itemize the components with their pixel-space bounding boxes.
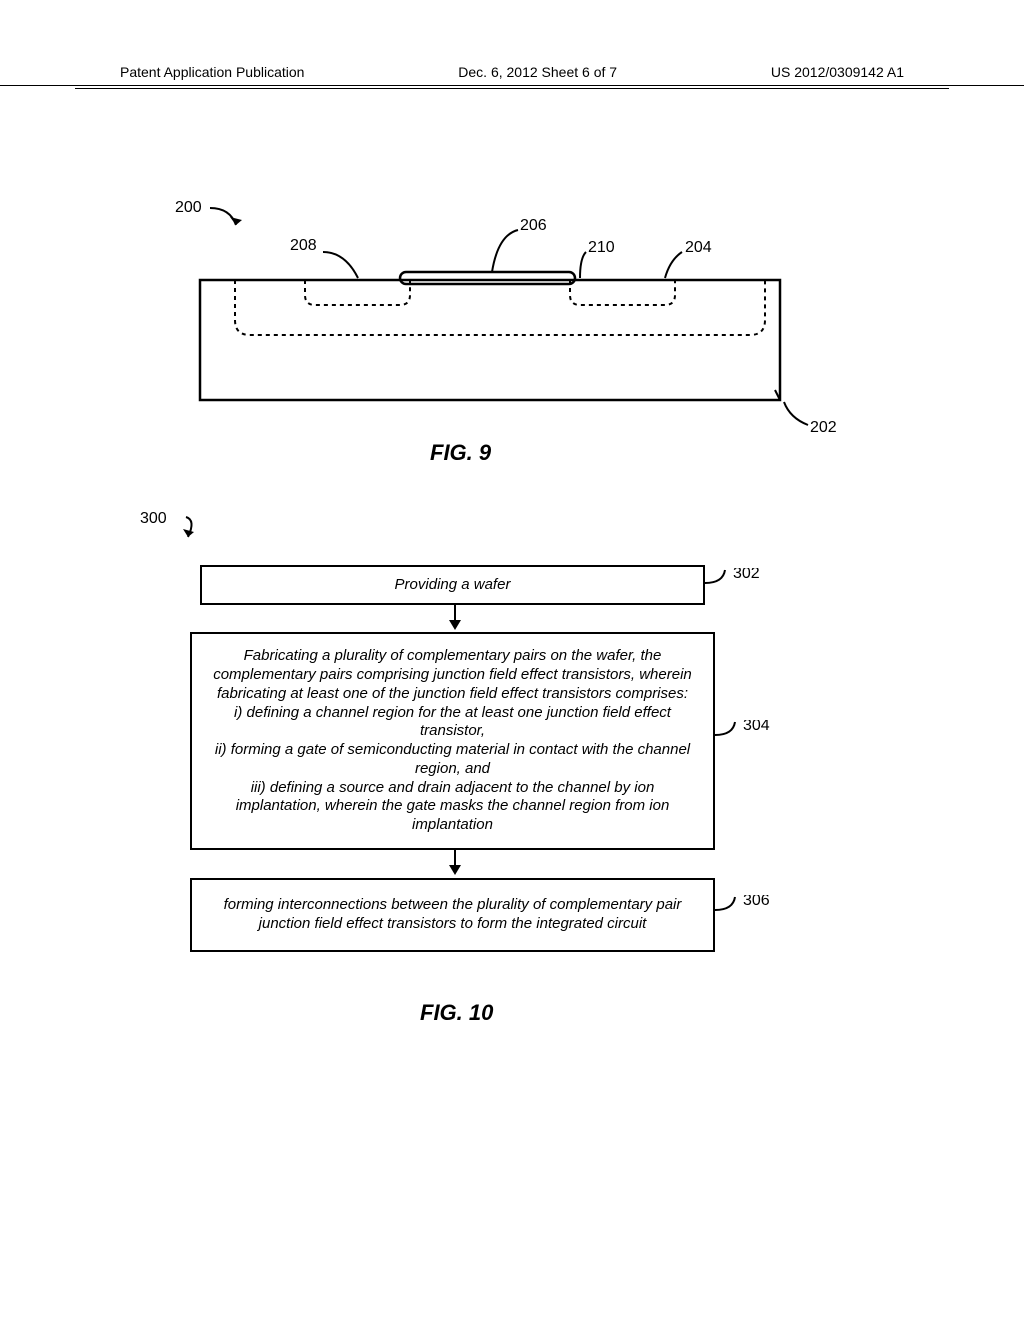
fig10-caption: FIG. 10 — [420, 1000, 493, 1026]
arrow-304-306 — [445, 850, 465, 880]
box-304-text: Fabricating a plurality of complementary… — [210, 647, 695, 835]
ref-306-leader: 306 — [715, 895, 780, 925]
ref-300-arrow — [176, 512, 216, 547]
svg-text:304: 304 — [743, 720, 770, 734]
header-right: US 2012/0309142 A1 — [771, 64, 904, 80]
figure-9: 200 208 206 210 204 202 — [140, 190, 860, 470]
page-header: Patent Application Publication Dec. 6, 2… — [0, 85, 1024, 89]
ref-202: 202 — [810, 419, 837, 436]
figure-10: 300 Providing a wafer 302 Fabricating a … — [130, 510, 870, 1070]
svg-text:306: 306 — [743, 895, 770, 909]
fig9-svg: 200 208 206 210 204 202 — [140, 190, 860, 470]
ref-300-group: 300 — [140, 510, 167, 528]
flow-box-304: Fabricating a plurality of complementary… — [190, 632, 715, 850]
ref-204: 204 — [685, 239, 712, 256]
ref-210: 210 — [588, 239, 615, 256]
ref-206: 206 — [520, 217, 547, 234]
flow-box-306: forming interconnections between the plu… — [190, 878, 715, 952]
ref-200: 200 — [175, 199, 202, 216]
fig9-caption: FIG. 9 — [430, 440, 491, 466]
ref-304-leader: 304 — [715, 720, 780, 750]
header-left: Patent Application Publication — [120, 64, 304, 80]
arrow-302-304 — [445, 605, 465, 635]
flow-box-302: Providing a wafer — [200, 565, 705, 605]
ref-208: 208 — [290, 237, 317, 254]
header-center: Dec. 6, 2012 Sheet 6 of 7 — [458, 64, 617, 80]
ref-302-leader: 302 — [705, 568, 770, 598]
header-row: Patent Application Publication Dec. 6, 2… — [0, 64, 1024, 88]
svg-text:302: 302 — [733, 568, 760, 582]
box-306-text: forming interconnections between the plu… — [210, 896, 695, 934]
header-divider — [75, 88, 949, 89]
ref-300: 300 — [140, 510, 167, 527]
box-302-text: Providing a wafer — [395, 576, 511, 595]
